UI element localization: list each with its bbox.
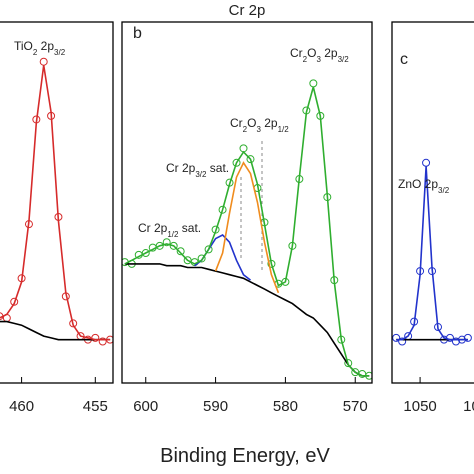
annotation-part: 2p	[261, 116, 278, 130]
data-point	[141, 249, 150, 258]
annotation-part: Cr 2p	[138, 221, 168, 235]
fit-line	[124, 86, 370, 377]
plot-frame	[121, 21, 373, 384]
annotation-part: sat.	[206, 161, 229, 175]
annotation-part: 3/2	[195, 170, 207, 179]
annotation: TiO2 2p3/2	[14, 39, 66, 57]
data-point	[204, 245, 213, 254]
x-tick-label: 455	[83, 398, 108, 415]
annotation-part: 3	[256, 125, 261, 134]
data-point	[10, 297, 19, 306]
data-point	[422, 158, 431, 167]
x-tick-label: 1050	[403, 398, 436, 415]
plot-area	[392, 158, 472, 346]
data-point	[392, 333, 401, 342]
data-point	[463, 333, 472, 342]
data-point	[218, 205, 227, 214]
data-point	[309, 79, 318, 88]
fit-line	[124, 263, 370, 377]
data-point	[239, 144, 248, 153]
annotation-part: 2	[243, 125, 248, 134]
annotation-part: sat.	[178, 221, 201, 235]
x-tick-label: 570	[343, 398, 368, 415]
annotation-part: 3/2	[438, 186, 450, 195]
fit-line	[0, 65, 111, 341]
annotation-part: O	[307, 46, 316, 60]
annotation-part: 3	[316, 55, 321, 64]
data-point	[344, 359, 353, 368]
x-tick-label: 460	[9, 398, 34, 415]
annotation-part: Cr 2p	[166, 161, 196, 175]
data-point	[197, 254, 206, 263]
x-axis-label: Binding Energy, eV	[160, 445, 330, 467]
data-point	[451, 337, 460, 346]
annotation-part: 1/2	[278, 125, 290, 134]
annotation-part: ZnO 2p	[398, 177, 438, 191]
plot-area	[0, 57, 113, 346]
x-tick-label: 1040	[463, 398, 474, 415]
fit-line	[0, 320, 111, 341]
panel-label: c	[400, 51, 408, 68]
annotation-part: 2	[303, 55, 308, 64]
data-point	[232, 158, 241, 167]
annotation-part: Cr	[230, 116, 243, 130]
data-point	[69, 319, 78, 328]
annotation-part: 1/2	[167, 230, 179, 239]
data-point	[169, 241, 178, 250]
annotation-part: 2p	[37, 39, 54, 53]
data-point	[98, 337, 107, 346]
annotation: Cr2O3 2p3/2	[290, 46, 349, 64]
data-point	[155, 241, 164, 250]
annotation: ZnO 2p3/2	[398, 177, 450, 195]
annotation: Cr 2p3/2 sat.	[166, 161, 229, 179]
plot-frame	[0, 21, 114, 384]
panel-label: b	[133, 25, 142, 42]
annotation-part: Cr	[290, 46, 303, 60]
data-point	[91, 333, 100, 342]
plot-frame	[391, 21, 474, 384]
annotation-part: TiO	[14, 39, 33, 53]
plot-area	[122, 79, 372, 380]
x-tick-label: 580	[273, 398, 298, 415]
annotation: Cr2O3 2p1/2	[230, 116, 289, 134]
data-point	[39, 57, 48, 66]
annotation: Cr 2p1/2 sat.	[138, 221, 201, 239]
x-tick-label: 600	[133, 398, 158, 415]
data-point	[176, 247, 185, 256]
fit-line	[396, 166, 468, 341]
data-point	[162, 238, 171, 247]
annotation-part: O	[247, 116, 256, 130]
annotation-part: 2	[33, 48, 38, 57]
data-point	[246, 155, 255, 164]
annotation-part: 3/2	[338, 55, 350, 64]
fit-line	[214, 161, 280, 294]
panel-title: Cr 2p	[229, 2, 266, 19]
annotation-part: 2p	[321, 46, 338, 60]
annotation-part: 3/2	[54, 48, 66, 57]
x-tick-label: 590	[203, 398, 228, 415]
data-point	[398, 337, 407, 346]
